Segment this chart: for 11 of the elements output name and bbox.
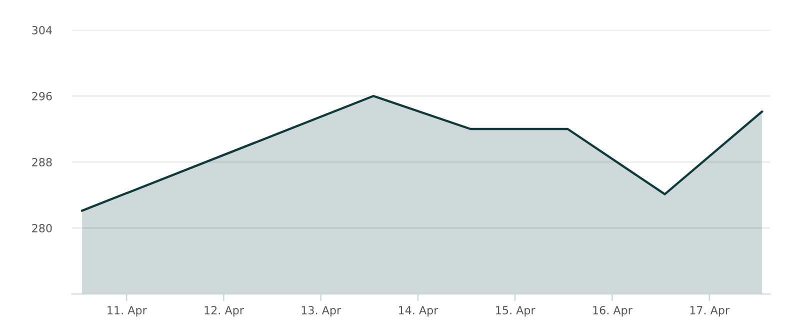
x-tick-label: 15. Apr xyxy=(496,306,536,317)
y-tick-label: 296 xyxy=(32,92,52,100)
y-tick-label: 288 xyxy=(32,158,52,166)
y-tick-label: 304 xyxy=(32,26,52,34)
x-tick-label: 12. Apr xyxy=(204,306,244,317)
x-tick-label: 17. Apr xyxy=(690,306,730,317)
x-tick-label: 16. Apr xyxy=(593,306,632,317)
y-tick-label: 280 xyxy=(32,224,52,232)
x-tick-label: 11. Apr xyxy=(108,306,147,317)
x-tick-label: 13. Apr xyxy=(302,306,342,317)
x-tick-label: 14. Apr xyxy=(398,306,438,317)
